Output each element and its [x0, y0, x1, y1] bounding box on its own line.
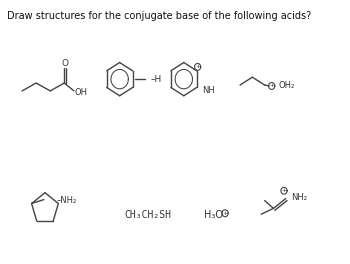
- Text: +: +: [281, 188, 287, 193]
- Text: +: +: [195, 64, 200, 69]
- Text: NH₂: NH₂: [291, 193, 307, 202]
- Text: H₃O: H₃O: [204, 210, 223, 220]
- Text: –H: –H: [150, 75, 162, 84]
- Text: +: +: [223, 211, 228, 216]
- Text: O: O: [62, 59, 69, 68]
- Text: –NH₂: –NH₂: [56, 196, 76, 205]
- Text: +: +: [269, 83, 274, 88]
- Text: NH: NH: [202, 86, 215, 95]
- Text: CH₃CH₂SH: CH₃CH₂SH: [124, 210, 171, 220]
- Text: OH₂: OH₂: [279, 82, 295, 91]
- Text: OH: OH: [75, 88, 88, 97]
- Text: Draw structures for the conjugate base of the following acids?: Draw structures for the conjugate base o…: [7, 11, 312, 21]
